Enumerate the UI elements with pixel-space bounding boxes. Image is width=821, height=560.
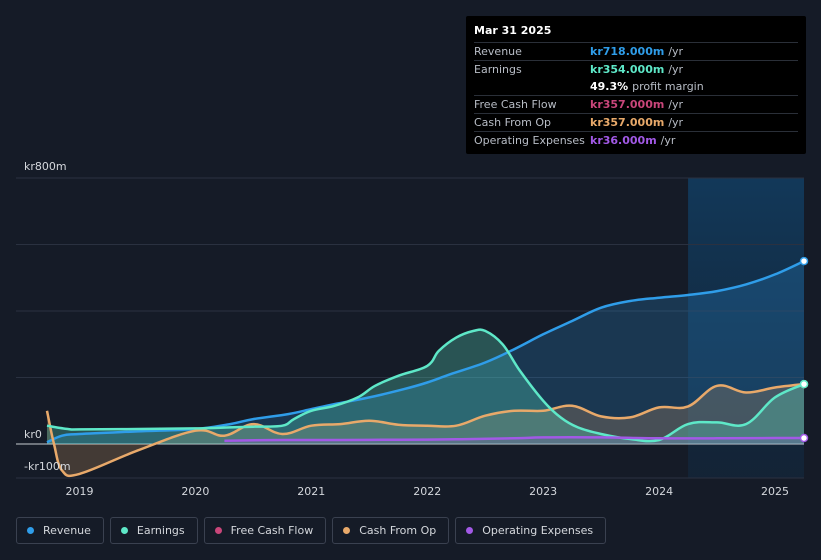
tooltip-row-label: Revenue	[474, 45, 522, 58]
chart-area: kr800m kr0 -kr100m 2019 2020 2021 2022 2023 2…	[16, 160, 809, 498]
tooltip-row: Revenue kr718.000m/yr	[474, 42, 798, 60]
tooltip-row-value: kr36.000m	[590, 134, 657, 147]
tooltip-row-unit: /yr	[668, 63, 684, 76]
y-tick-label-zero: kr0	[24, 428, 42, 441]
tooltip-row-value: kr357.000m	[590, 98, 665, 111]
legend: Revenue Earnings Free Cash Flow Cash From O…	[16, 517, 607, 546]
x-tick-label: 2020	[181, 485, 209, 498]
tooltip-row: Earnings kr354.000m/yr	[474, 60, 798, 78]
x-tick-label: 2024	[645, 485, 673, 498]
tooltip-row-value: 49.3%	[590, 80, 629, 93]
series-lines	[45, 259, 805, 478]
legend-item[interactable]: Cash From Op	[332, 517, 450, 544]
legend-dot-icon	[343, 527, 351, 534]
y-tick-label-bottom: -kr100m	[24, 460, 71, 473]
legend-label: Cash From Op	[359, 524, 437, 537]
tooltip-panel: Mar 31 2025 Revenue kr718.000m/yr Earnings…	[466, 16, 806, 154]
tooltip-row-value: kr718.000m	[590, 45, 665, 58]
legend-label: Revenue	[43, 524, 91, 537]
tooltip-row-label	[474, 78, 590, 95]
legend-label: Earnings	[136, 524, 185, 537]
legend-item[interactable]: Free Cash Flow	[203, 517, 327, 544]
x-tick-label: 2025	[761, 485, 789, 498]
legend-dot-icon	[466, 527, 474, 534]
tooltip-row-unit: profit margin	[632, 80, 704, 93]
x-tick-label: 2021	[297, 485, 325, 498]
legend-label: Free Cash Flow	[230, 524, 314, 537]
tooltip-date: Mar 31 2025	[474, 24, 552, 37]
revenue-area	[47, 261, 804, 444]
earnings-endpoint-marker	[799, 379, 809, 389]
tooltip-row-label: Cash From Op	[474, 116, 552, 129]
legend-dot-icon	[27, 527, 34, 534]
legend-label: Operating Expenses	[482, 524, 594, 537]
legend-dot-icon	[214, 527, 222, 534]
tooltip-row-label: Free Cash Flow	[474, 98, 557, 111]
tooltip-row-label: Earnings	[474, 63, 522, 76]
tooltip-row: Cash From Op kr357.000m/yr	[474, 113, 798, 131]
forecast-region	[688, 178, 804, 478]
legend-item[interactable]: Operating Expenses	[455, 517, 607, 544]
operating-expenses-endpoint-marker	[799, 433, 809, 443]
y-tick-label-top: kr800m	[24, 160, 67, 173]
tooltip-row: Free Cash Flow kr357.000m/yr	[474, 95, 798, 113]
operating-expenses-line	[224, 436, 804, 442]
x-tick-label: 2019	[65, 485, 93, 498]
tooltip-row: Operating Expenses kr36.000m/yr	[474, 131, 798, 149]
cash-from-op-line	[45, 382, 805, 478]
tooltip-rows: Revenue kr718.000m/yr Earnings kr354.000m/y…	[474, 42, 798, 149]
legend-item[interactable]: Earnings	[109, 517, 198, 544]
revenue-endpoint-marker	[799, 256, 809, 266]
legend-dot-icon	[120, 527, 128, 534]
tooltip-row-value: kr354.000m	[590, 63, 665, 76]
tooltip-row-unit: /yr	[668, 45, 684, 58]
x-tick-label: 2022	[413, 485, 441, 498]
tooltip-row-unit: /yr	[668, 98, 684, 111]
earnings-area	[47, 329, 804, 444]
x-tick-label: 2023	[529, 485, 557, 498]
legend-item[interactable]: Revenue	[16, 517, 104, 544]
tooltip-row-value: kr357.000m	[590, 116, 665, 129]
cash-from-op-area	[47, 384, 804, 476]
x-axis-ticks: 2019 2020 2021 2022 2023 2024 2025	[65, 485, 789, 498]
gridlines	[16, 177, 804, 479]
series-endpoints	[799, 256, 809, 443]
tooltip-row-label: Operating Expenses	[474, 134, 585, 147]
tooltip-row-unit: /yr	[668, 116, 684, 129]
tooltip-row-unit: /yr	[660, 134, 676, 147]
tooltip-row: 49.3% profit margin	[474, 78, 798, 95]
earnings-line	[46, 328, 805, 443]
